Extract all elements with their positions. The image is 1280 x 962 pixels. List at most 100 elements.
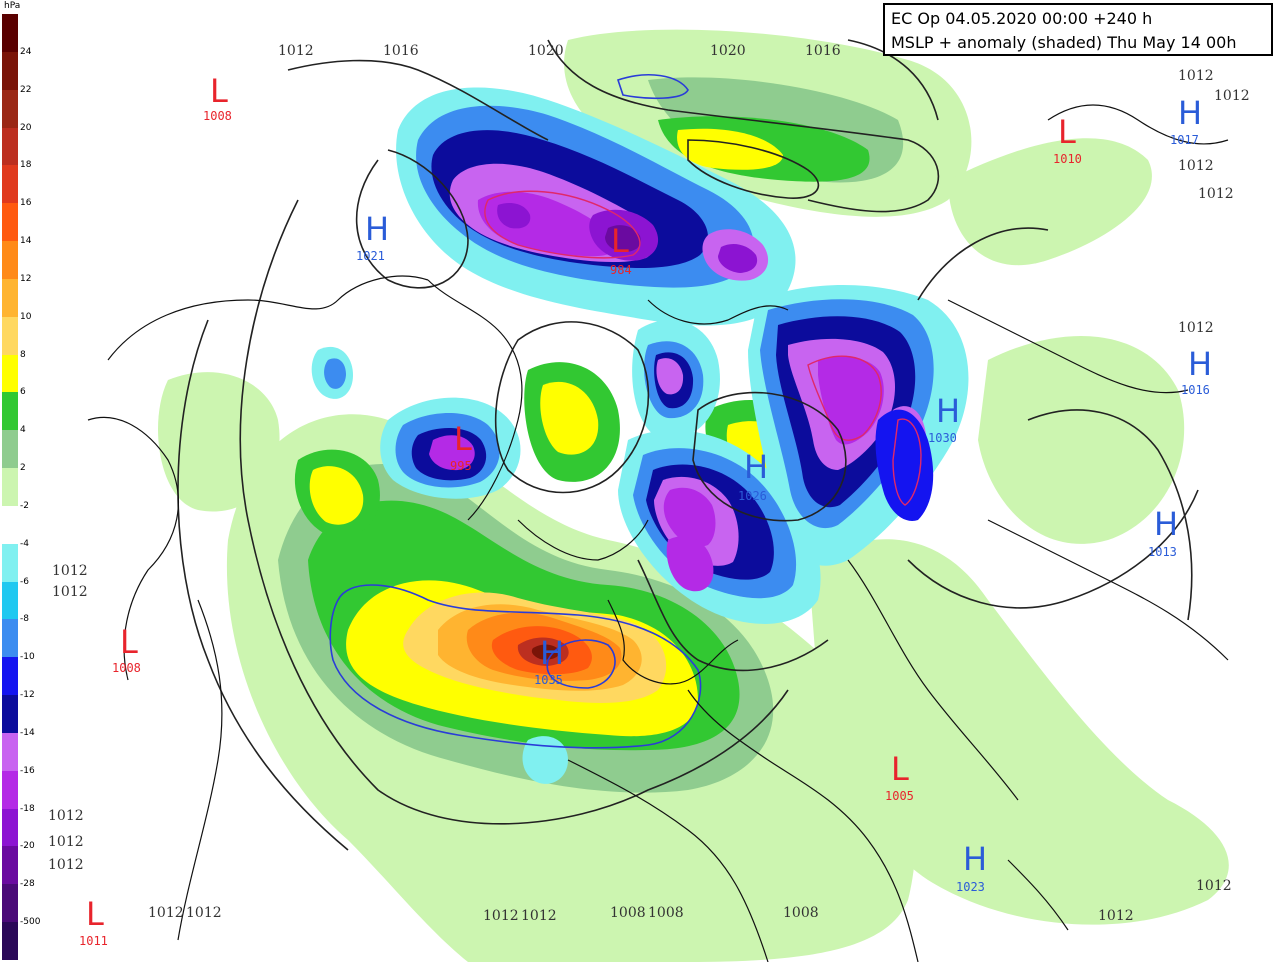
high-center: H 1023 bbox=[956, 840, 987, 894]
legend-swatch bbox=[2, 354, 18, 393]
legend-label: 18 bbox=[20, 160, 32, 171]
center-letter: H bbox=[963, 840, 987, 878]
center-letter: H bbox=[365, 210, 389, 248]
legend-label: 16 bbox=[20, 198, 32, 209]
isobar-label-group: 1012 1016 1020 1020 1016 1012 1012 1012 … bbox=[48, 43, 1250, 924]
legend-label: -500 bbox=[20, 917, 41, 928]
legend-swatch bbox=[2, 543, 18, 583]
chart-info-box: EC Op 04.05.2020 00:00 +240 h MSLP + ano… bbox=[883, 3, 1273, 56]
legend-swatch bbox=[2, 51, 18, 91]
legend-swatch bbox=[2, 278, 18, 318]
legend-label: -12 bbox=[20, 690, 35, 701]
legend-swatch bbox=[2, 884, 18, 923]
center-letter: L bbox=[454, 420, 472, 458]
isobar-label: 1012 bbox=[48, 857, 84, 873]
center-letter: L bbox=[120, 623, 138, 661]
center-value: 1005 bbox=[885, 789, 914, 803]
legend-swatch bbox=[2, 922, 18, 961]
legend-label: -14 bbox=[20, 727, 35, 738]
legend-label: -4 bbox=[20, 538, 29, 549]
center-value: 1008 bbox=[203, 109, 232, 123]
isobar-label: 1012 bbox=[52, 563, 88, 579]
legend-label: 12 bbox=[20, 273, 32, 284]
center-letter: L bbox=[891, 750, 909, 788]
center-letter: L bbox=[86, 895, 104, 933]
isobar-label: 1012 bbox=[278, 43, 314, 59]
run-info: EC Op 04.05.2020 00:00 +240 h bbox=[891, 9, 1153, 28]
isobar-label: 1012 bbox=[1196, 878, 1232, 894]
legend-label: 8 bbox=[20, 349, 26, 360]
isobars bbox=[177, 39, 1199, 851]
legend-swatch bbox=[2, 770, 18, 810]
legend-swatch bbox=[2, 165, 18, 204]
isobar-label: 1020 bbox=[710, 43, 746, 59]
center-value: 1035 bbox=[534, 673, 563, 687]
center-value: 1010 bbox=[1053, 152, 1082, 166]
legend-swatch bbox=[2, 581, 18, 620]
anomaly-legend: hPa 24 22 20 18 16 14 12 10 8 6 4 2 -2 -4 -6 -8 -10 -12 -1… bbox=[0, 0, 49, 962]
center-value: 1016 bbox=[1181, 383, 1210, 397]
center-letter: H bbox=[1188, 345, 1212, 383]
center-value: 1021 bbox=[356, 249, 385, 263]
high-center: H 1013 bbox=[1148, 505, 1178, 559]
isobar-label: 1012 bbox=[48, 834, 84, 850]
legend-swatch bbox=[2, 316, 18, 356]
isobar-label: 1012 bbox=[1198, 186, 1234, 202]
isobar-label: 1012 bbox=[52, 584, 88, 600]
legend-swatch bbox=[2, 89, 18, 128]
isobar-label: 1012 bbox=[186, 905, 222, 921]
center-value: 1030 bbox=[928, 431, 957, 445]
legend-label: 10 bbox=[20, 311, 32, 322]
legend-label: 14 bbox=[20, 236, 32, 247]
isobar-label: 1008 bbox=[783, 905, 819, 921]
legend-swatch bbox=[2, 846, 18, 885]
isobar-label: 1008 bbox=[648, 905, 684, 921]
center-value: 984 bbox=[610, 263, 632, 277]
legend-label: -18 bbox=[20, 803, 35, 814]
legend-label: -6 bbox=[20, 576, 29, 587]
isobar-label: 1012 bbox=[521, 908, 557, 924]
isobar-label: 1012 bbox=[1214, 88, 1250, 104]
center-value: 1023 bbox=[956, 880, 985, 894]
legend-swatch bbox=[2, 468, 18, 507]
anomaly-pos-warm bbox=[403, 592, 667, 703]
legend-swatch bbox=[2, 505, 18, 545]
isobar-label: 1020 bbox=[528, 43, 564, 59]
isobar-label: 1016 bbox=[805, 43, 841, 59]
isobar-label: 1012 bbox=[148, 905, 184, 921]
center-letter: H bbox=[744, 448, 768, 486]
legend-label: -10 bbox=[20, 652, 35, 663]
legend-swatch bbox=[2, 808, 18, 847]
center-letter: L bbox=[611, 222, 629, 260]
legend-swatch bbox=[2, 203, 18, 242]
isobar-label: 1016 bbox=[383, 43, 419, 59]
legend-swatch bbox=[2, 14, 18, 53]
weather-map: 1012 1016 1020 1020 1016 1012 1012 1012 … bbox=[48, 0, 1280, 962]
legend-label: 24 bbox=[20, 46, 32, 57]
legend-label: -16 bbox=[20, 765, 35, 776]
isobar-label: 1012 bbox=[1178, 68, 1214, 84]
legend-swatch bbox=[2, 127, 18, 166]
high-center: H 1026 bbox=[738, 448, 768, 503]
legend-label: -20 bbox=[20, 841, 35, 852]
legend-label: -28 bbox=[20, 879, 35, 890]
legend-swatch bbox=[2, 430, 18, 469]
center-value: 1011 bbox=[79, 934, 108, 948]
legend-label: 22 bbox=[20, 84, 32, 95]
isobar-label: 1008 bbox=[610, 905, 646, 921]
legend-swatch bbox=[2, 241, 18, 280]
center-value: 1013 bbox=[1148, 545, 1177, 559]
center-value: 995 bbox=[450, 459, 472, 473]
anomaly-contours-neg bbox=[484, 190, 922, 506]
legend-swatch bbox=[2, 392, 18, 431]
coastlines bbox=[87, 104, 1229, 962]
legend-label: -8 bbox=[20, 614, 29, 625]
legend-label: 20 bbox=[20, 122, 32, 133]
